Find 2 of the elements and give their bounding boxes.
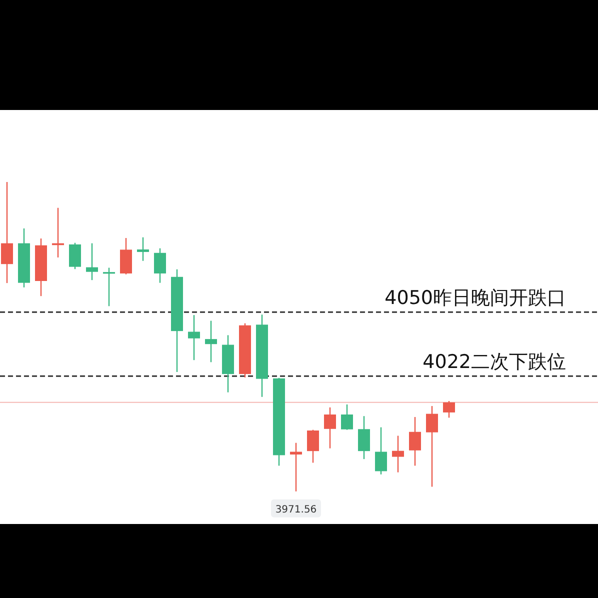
annotation: 3971.56 bbox=[271, 499, 321, 518]
annotation: 3971.56 bbox=[275, 504, 317, 516]
